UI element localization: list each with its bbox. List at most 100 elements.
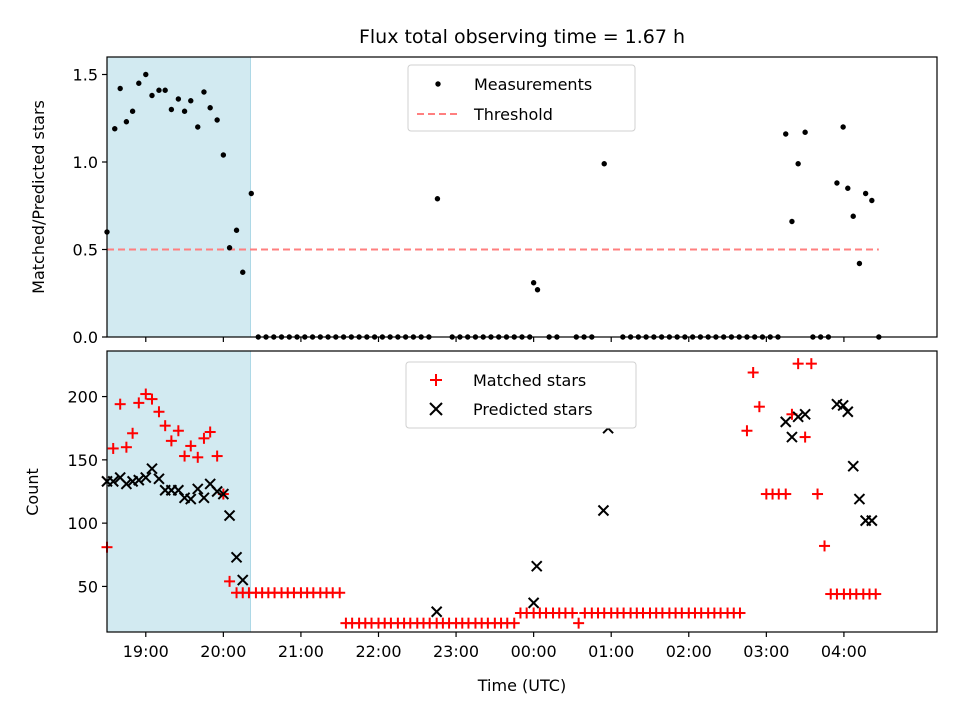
matched-star-point — [153, 406, 165, 418]
predicted-star-point — [133, 474, 145, 486]
measurement-point — [156, 87, 162, 93]
matched-star-point — [566, 607, 578, 619]
x-tick-label: 04:00 — [821, 642, 867, 661]
matched-star-point — [146, 393, 158, 405]
measurement-point — [534, 287, 541, 293]
y-tick-label: 50 — [78, 577, 98, 596]
predicted-star-point — [799, 408, 811, 420]
matched-star-point — [734, 607, 746, 619]
predicted-star-point — [837, 399, 849, 412]
matched-star-point — [165, 435, 177, 447]
matched-star-point — [747, 367, 759, 379]
predicted-star-point — [140, 471, 152, 484]
observing-window-shade — [106, 56, 252, 338]
measurement-point — [112, 126, 118, 132]
ratio-legend: Measurements Threshold — [407, 64, 636, 132]
measurement-point — [143, 71, 149, 78]
measurement-point — [802, 129, 808, 135]
measurement-point — [123, 119, 130, 125]
count-panel: 50 100 150 200 19:00 20:00 21:00 22:00 23:00 00:… — [23, 350, 938, 661]
measurement-point — [862, 190, 869, 197]
matched-star-point — [812, 488, 824, 500]
matched-star-point — [780, 488, 792, 500]
measurement-point — [856, 260, 863, 267]
legend-matched-label: Matched stars — [473, 371, 586, 390]
x-tick-label: 20:00 — [200, 642, 246, 661]
predicted-star-point — [780, 416, 792, 428]
measurement-point — [149, 92, 155, 99]
predicted-star-point — [430, 606, 443, 618]
measurement-point — [795, 161, 801, 167]
matched-star-point — [185, 440, 197, 452]
x-tick-label: 23:00 — [433, 642, 479, 661]
predicted-star-point — [597, 504, 610, 517]
legend-measurements-label: Measurements — [474, 75, 592, 94]
count-legend: Matched stars Predicted stars — [405, 361, 637, 429]
measurement-point — [168, 106, 175, 113]
matched-star-point — [805, 358, 817, 370]
predicted-star-point — [786, 431, 798, 443]
predicted-star-point — [847, 460, 859, 472]
matched-star-point — [172, 425, 184, 437]
measurement-point — [162, 87, 168, 93]
measurement-point — [434, 196, 441, 202]
matched-star-point — [179, 450, 191, 462]
measurement-point — [195, 124, 201, 130]
legend-measurements-marker — [435, 81, 441, 87]
measurement-point — [129, 108, 136, 114]
x-tick-label: 03:00 — [743, 642, 789, 661]
measurement-point — [845, 185, 851, 191]
y-tick-label: 1.5 — [73, 66, 98, 85]
x-tick-label: 22:00 — [355, 642, 401, 661]
matched-star-point — [120, 441, 132, 453]
predicted-star-point — [531, 560, 543, 572]
matched-star-point — [741, 425, 753, 437]
matched-star-point — [107, 442, 119, 454]
matched-star-point — [159, 420, 171, 432]
x-tick-label: 00:00 — [511, 642, 557, 661]
y-tick-label: 0.5 — [73, 241, 98, 260]
ratio-y-axis-label: Matched/Predicted stars — [29, 100, 48, 294]
y-tick-label: 200 — [67, 388, 98, 407]
matched-star-point — [198, 432, 210, 444]
y-tick-label: 150 — [67, 451, 98, 470]
chart-title: Flux total observing time = 1.67 h — [359, 26, 685, 48]
measurement-point — [214, 117, 220, 123]
matched-star-point — [334, 587, 346, 599]
measurement-point — [175, 96, 182, 102]
predicted-star-point — [792, 411, 804, 423]
ratio-panel-frame — [106, 56, 938, 338]
predicted-star-point — [107, 475, 119, 488]
matched-star-point — [792, 358, 804, 370]
ratio-panel: 0.0 0.5 1.0 1.5 Matched/Predicted stars Mea… — [29, 56, 938, 347]
legend-predicted-label: Predicted stars — [473, 400, 593, 419]
measurement-point — [201, 89, 207, 95]
measurement-point — [136, 80, 142, 86]
predicted-star-point — [146, 463, 158, 475]
measurement-point — [240, 269, 246, 275]
matched-star-point — [114, 398, 126, 410]
predicted-star-point — [866, 514, 878, 527]
matched-star-point — [573, 617, 585, 629]
measurement-point — [117, 85, 123, 92]
predicted-star-point — [223, 509, 236, 522]
matched-star-point — [799, 431, 811, 443]
predicted-star-point — [192, 483, 204, 495]
x-tick-label: 01:00 — [588, 642, 634, 661]
measurement-point — [789, 218, 795, 225]
predicted-star-point — [853, 493, 866, 505]
predicted-star-point — [120, 478, 133, 490]
measurement-point — [207, 105, 213, 111]
measurement-point — [181, 108, 188, 114]
matched-star-point — [204, 426, 216, 438]
legend-predicted-marker — [429, 402, 443, 416]
matched-star-point — [819, 540, 831, 552]
x-tick-label: 19:00 — [123, 642, 169, 661]
y-tick-label: 1.0 — [73, 153, 98, 172]
x-axis-label: Time (UTC) — [477, 676, 566, 695]
measurement-point — [248, 190, 254, 197]
predicted-star-point — [237, 574, 249, 586]
matched-star-point — [870, 588, 882, 600]
predicted-star-point — [527, 597, 540, 609]
